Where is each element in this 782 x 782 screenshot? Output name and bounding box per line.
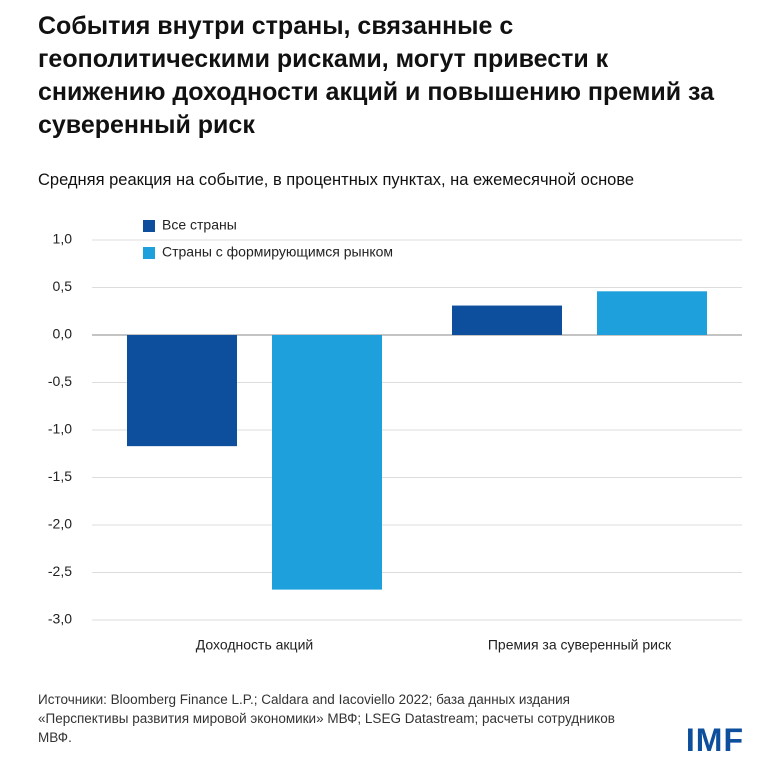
x-tick-label: Премия за суверенный риск — [488, 637, 672, 653]
y-tick-label: -2,5 — [48, 563, 72, 579]
chart-title: События внутри страны, связанные с геопо… — [38, 12, 715, 139]
legend-label: Все страны — [162, 217, 237, 233]
y-tick-label: -0,5 — [48, 373, 72, 389]
y-tick-label: -1,5 — [48, 468, 72, 484]
y-tick-label: -2,0 — [48, 516, 72, 532]
legend-swatch — [143, 220, 155, 232]
y-tick-label: 0,5 — [53, 278, 73, 294]
y-tick-label: -1,0 — [48, 421, 72, 437]
y-tick-label: 0,0 — [53, 326, 73, 342]
bar — [452, 305, 562, 335]
y-tick-label: 1,0 — [53, 231, 73, 247]
chart-subtitle: Средняя реакция на событие, в процентных… — [38, 171, 635, 189]
bar — [597, 291, 707, 335]
bar — [272, 335, 382, 590]
legend-label: Страны с формирующимся рынком — [162, 244, 393, 260]
legend-swatch — [143, 247, 155, 259]
y-tick-label: -3,0 — [48, 611, 72, 627]
bar — [127, 335, 237, 447]
source-note: Источники: Bloomberg Finance L.P.; Calda… — [38, 692, 615, 745]
logo: IMF — [685, 722, 744, 758]
x-tick-label: Доходность акций — [196, 637, 313, 653]
